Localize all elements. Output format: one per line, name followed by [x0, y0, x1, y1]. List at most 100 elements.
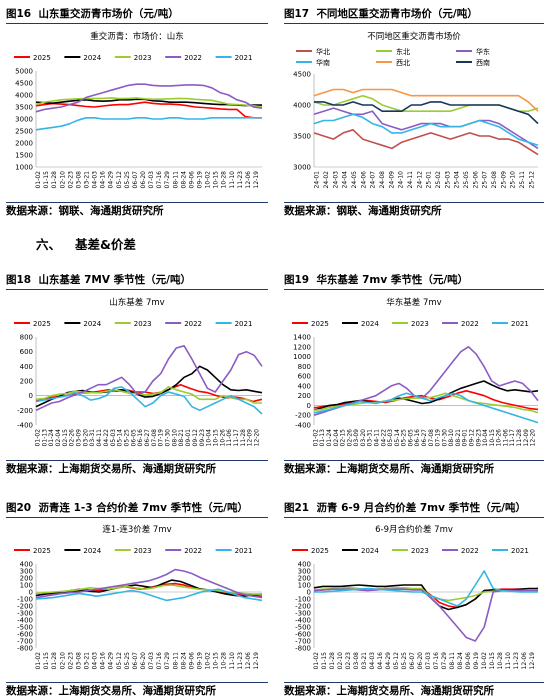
x-tick-label: 07-16: [433, 652, 440, 670]
y-tick-label: 100: [298, 582, 311, 590]
y-tick-label: -100: [17, 596, 33, 604]
figure-title-text: 山东基差 7MV 季节性（元/吨）: [38, 274, 191, 286]
x-tick-label: 03-08: [75, 171, 82, 189]
y-tick-label: -200: [17, 603, 33, 611]
y-tick-label: -500: [17, 624, 33, 632]
x-tick-label: 10-15: [489, 652, 496, 670]
y-tick-label: 1000: [293, 353, 311, 361]
x-tick-label: 05-25: [123, 429, 130, 447]
legend-label: 2021: [511, 547, 529, 555]
x-tick-label: 08-11: [449, 652, 456, 670]
chart-title: 重交沥青：市场价：山东: [90, 31, 184, 42]
legend-label: 2021: [511, 320, 529, 328]
y-tick-label: 0: [307, 402, 311, 410]
legend-label: 华北: [316, 47, 330, 56]
x-tick-label: 08-11: [172, 652, 179, 670]
x-tick-label: 02-10: [59, 652, 66, 670]
x-tick-label: 06-07: [132, 652, 139, 670]
figure-title: 图21 沥青 6-9 月合约价差 7mv 季节性（元/吨）: [284, 500, 544, 518]
x-tick-label: 07-03: [425, 652, 432, 670]
x-tick-label: 10-15: [213, 652, 220, 670]
chart-title: 山东基差 7mv: [109, 297, 164, 308]
x-tick-label: 12-19: [529, 652, 536, 670]
x-tick-label: 02-26: [346, 429, 353, 447]
legend-label: 2024: [83, 54, 101, 62]
figure-label: 图21: [284, 502, 310, 514]
x-tick-label: 09-06: [188, 171, 195, 189]
y-tick-label: -400: [17, 617, 33, 625]
x-tick-label: 25-03: [444, 171, 451, 189]
x-tick-label: 02-15: [62, 429, 69, 447]
x-tick-label: 03-31: [89, 429, 96, 447]
y-tick-label: -400: [295, 617, 311, 625]
figure-source: 数据来源：上海期货交易所、海通期货研究所: [6, 460, 268, 476]
chart-title: 不同地区重交沥青市场价: [367, 31, 461, 42]
x-tick-label: 11-28: [516, 429, 523, 447]
legend-label: 2024: [83, 320, 101, 328]
x-tick-label: 10-28: [221, 171, 228, 189]
x-tick-label: 08-21: [455, 429, 462, 447]
x-tick-label: 25-02: [435, 171, 442, 189]
x-tick-label: 04-16: [100, 652, 107, 670]
legend-label: 2024: [361, 547, 379, 555]
y-tick-label: 200: [298, 575, 311, 583]
y-tick-label: -600: [17, 631, 33, 639]
y-tick-label: 3500: [293, 133, 311, 141]
x-tick-label: 25-12: [528, 171, 535, 189]
x-tick-label: 25-09: [500, 171, 507, 189]
x-tick-label: 03-08: [353, 652, 360, 670]
figure-source: 数据来源：上海期货交易所、海通期货研究所: [284, 682, 544, 698]
y-tick-label: 0: [29, 392, 33, 400]
legend-label: 2024: [361, 320, 379, 328]
x-tick-label: 09-23: [475, 429, 482, 447]
figure-title-text: 沥青 6-9 月合约价差 7mv 季节性（元/吨）: [316, 502, 526, 514]
x-tick-label: 02-26: [69, 429, 76, 447]
x-tick-label: 05-12: [116, 652, 123, 670]
figure-title: 图17 不同地区重交沥青市场价（元/吨）: [284, 6, 544, 24]
chart-panel: 重交沥青：市场价：山东 2025 2024 2023 2022 2021 1000 1500 2…: [14, 31, 263, 189]
legend-label: 东北: [396, 47, 410, 56]
legend-label: 2022: [184, 320, 202, 328]
x-tick-label: 03-09: [353, 429, 360, 447]
x-tick-label: 02-04: [333, 429, 340, 447]
x-tick-label: 01-02: [35, 171, 42, 189]
legend-label: 华南: [316, 58, 330, 67]
x-tick-label: 12-20: [254, 429, 261, 447]
x-tick-label: 01-15: [43, 171, 50, 189]
y-tick-label: 400: [20, 363, 33, 371]
x-tick-label: 12-09: [523, 429, 530, 447]
x-tick-label: 07-29: [441, 652, 448, 670]
x-tick-label: 10-28: [497, 652, 504, 670]
x-tick-label: 12-20: [530, 429, 537, 447]
legend-label: 2021: [235, 320, 253, 328]
x-tick-label: 03-31: [367, 429, 374, 447]
series-line: [313, 392, 539, 414]
x-tick-label: 08-24: [457, 652, 464, 670]
x-tick-label: 09-06: [465, 652, 472, 670]
x-tick-label: 09-23: [199, 429, 206, 447]
x-tick-label: 09-12: [192, 429, 199, 447]
series-line: [313, 129, 539, 156]
legend-label: 2022: [461, 320, 479, 328]
series-line: [313, 392, 539, 424]
y-tick-label: -100: [295, 596, 311, 604]
x-tick-label: 04-29: [108, 652, 115, 670]
section-heading: 六、 基差&价差: [36, 234, 136, 253]
y-tick-label: -300: [295, 610, 311, 618]
x-tick-label: 06-05: [407, 429, 414, 447]
x-tick-label: 06-20: [140, 171, 147, 189]
y-tick-label: 400: [298, 561, 311, 569]
y-tick-label: 0: [307, 589, 311, 597]
x-tick-label: 01-15: [43, 652, 50, 670]
series-line: [35, 101, 262, 119]
x-tick-label: 08-10: [171, 429, 178, 447]
legend-label: 西北: [396, 59, 410, 67]
x-tick-label: 02-04: [55, 429, 62, 447]
x-tick-label: 01-24: [326, 429, 333, 447]
figure-source: 数据来源：钢联、海通期货研究所: [6, 202, 268, 218]
x-tick-label: 12-19: [253, 652, 260, 670]
y-tick-label: 200: [298, 392, 311, 400]
x-tick-label: 25-01: [426, 171, 433, 189]
x-tick-label: 07-30: [165, 429, 172, 447]
figure-title: 图18 山东基差 7MV 季节性（元/吨）: [6, 272, 268, 290]
